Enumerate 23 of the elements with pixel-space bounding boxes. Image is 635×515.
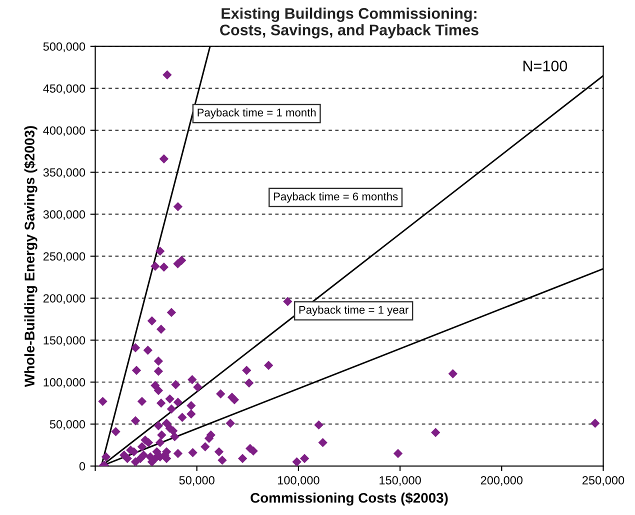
annotation: N=100	[524, 60, 568, 72]
y-tick-label: 500,000	[43, 42, 86, 52]
annotation: Payback time = 6 months	[274, 192, 398, 203]
y-tick-label: 400,000	[43, 126, 86, 136]
x-tick-label: 150,000	[380, 476, 421, 486]
y-tick-label: 100,000	[44, 378, 86, 388]
y-tick-label: 450,000	[43, 84, 86, 94]
x-tick-label: 250,000	[582, 476, 624, 486]
y-tick-label: 0	[79, 462, 86, 470]
x-tick-label: 200,000	[480, 476, 523, 486]
y-tick-label: 50,000	[50, 420, 86, 430]
y-tick-label: 150,000	[44, 336, 86, 346]
y-tick-label: 250,000	[43, 252, 86, 262]
x-axis-title: Commissioning Costs ($2003)	[250, 492, 448, 506]
chart-title: Existing Buildings Commissioning: Costs, Savings, and Payback Times	[220, 8, 478, 38]
x-tick-label: 100,000	[278, 476, 320, 486]
y-tick-label: 300,000	[43, 210, 86, 220]
annotation: Payback time = 1 year	[299, 306, 409, 316]
y-tick-label: 200,000	[43, 294, 86, 304]
annotation: Payback time = 1 month	[198, 108, 316, 119]
x-tick-label: 50,000	[179, 476, 214, 486]
y-tick-label: 350,000	[43, 168, 86, 178]
y-axis-title: Whole-Building Energy Savings ($2003)	[24, 126, 38, 387]
